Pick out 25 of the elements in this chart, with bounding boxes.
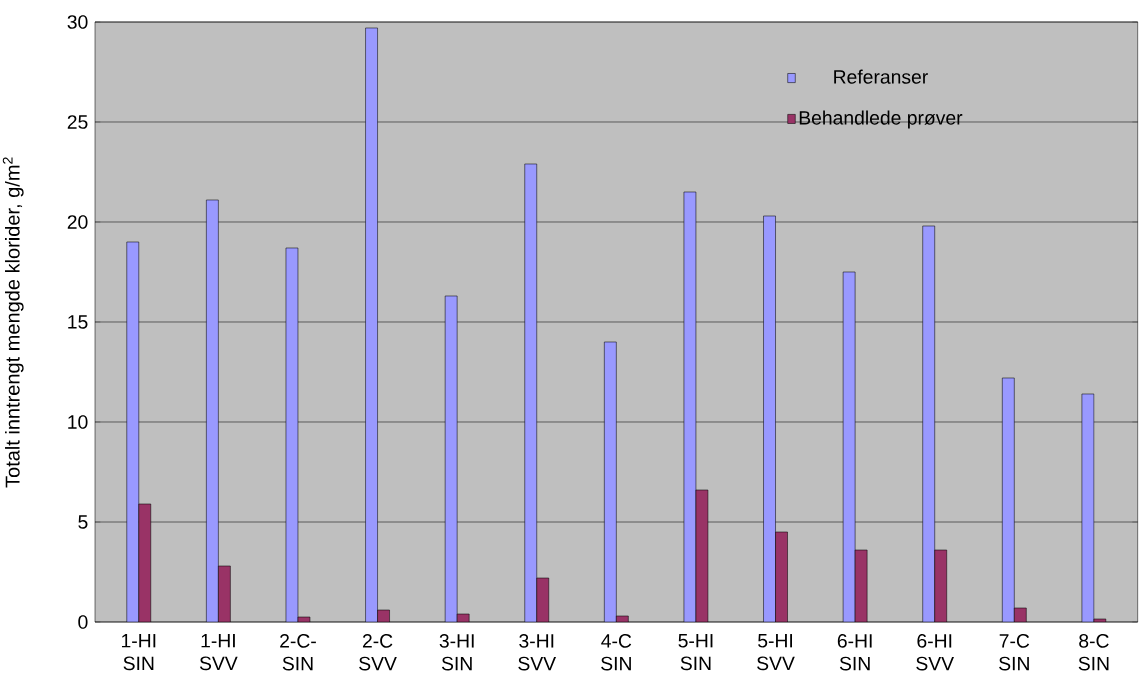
- x-tick-label: 4-C SIN: [601, 634, 632, 671]
- x-tick-label: 6-HI SVV: [916, 634, 954, 671]
- y-tick-label: 25: [67, 115, 88, 129]
- y-tick-label: 20: [67, 215, 88, 229]
- x-tick-label: 5-HI SIN: [678, 634, 713, 671]
- bar: [775, 531, 788, 622]
- x-tick-label: 1-HI SVV: [199, 634, 238, 671]
- x-tick-label: 2-C- SIN: [280, 634, 316, 671]
- y-tick-label: 10: [68, 415, 88, 429]
- y-axis-title: Totalt inntrengt mengde klorider, g/m$^{2}$: [2, 157, 24, 488]
- x-tick-label: 3-HI SVV: [518, 634, 557, 671]
- x-tick-label: 8-C SIN: [1078, 634, 1109, 671]
- x-tick-label: 3-HI SIN: [439, 634, 474, 671]
- legend-label: Referanser: [834, 69, 928, 84]
- y-tick-label: 15: [68, 315, 88, 329]
- bar: [138, 503, 152, 622]
- y-tick-label: 5: [78, 515, 88, 529]
- x-tick-label: 6-HI SIN: [837, 634, 872, 671]
- legend-label: Behandlede prøver: [799, 110, 963, 129]
- x-tick-label: 2-C SVV: [359, 634, 397, 671]
- x-tick-label: 1-HI SIN: [121, 634, 156, 671]
- y-tick-label: 30: [67, 15, 88, 29]
- x-tick-label: 5-HI SVV: [757, 634, 795, 671]
- x-tick-label: 7-C SIN: [999, 634, 1030, 671]
- y-tick-label: 0: [78, 615, 88, 629]
